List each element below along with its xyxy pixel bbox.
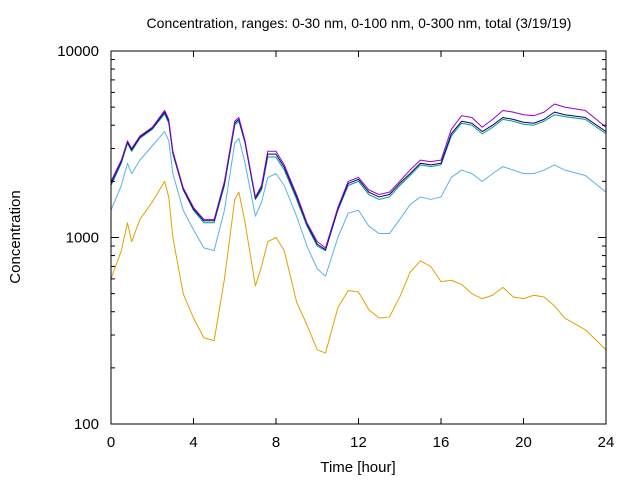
chart-title: Concentration, ranges: 0-30 nm, 0-100 nm… <box>147 15 572 31</box>
series-line-5 <box>110 103 607 249</box>
x-tick-label: 8 <box>272 434 280 451</box>
x-tick-label: 12 <box>350 434 367 451</box>
series-line-3 <box>110 113 607 252</box>
y-tick-label: 100 <box>74 416 99 433</box>
x-tick-label: 0 <box>107 434 115 451</box>
y-axis-ticks: 100 1000 10000 <box>57 43 606 433</box>
series-line-1 <box>110 180 607 354</box>
plot-frame <box>110 50 607 425</box>
x-axis-ticks: 0 4 8 12 16 20 24 <box>107 51 615 451</box>
series-line-2 <box>110 131 607 277</box>
y-axis-label: Concentration <box>7 190 24 283</box>
x-tick-label: 16 <box>433 434 450 451</box>
x-tick-label: 20 <box>515 434 532 451</box>
y-tick-label: 1000 <box>66 230 99 247</box>
x-axis-label: Time [hour] <box>320 459 395 476</box>
plot-lines <box>110 103 607 354</box>
x-tick-label: 4 <box>189 434 197 451</box>
x-tick-label: 24 <box>598 434 615 451</box>
y-tick-label: 10000 <box>57 43 99 60</box>
